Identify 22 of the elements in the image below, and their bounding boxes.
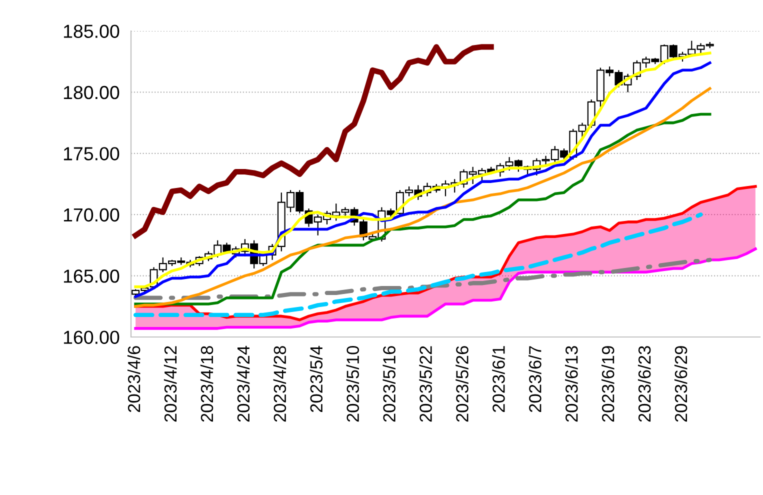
x-tick-label: 2023/6/13 — [565, 346, 578, 422]
x-tick-label: 2023/4/6 — [127, 346, 140, 412]
x-tick-label: 2023/5/10 — [346, 346, 359, 422]
x-tick-label: 2023/6/1 — [492, 346, 505, 412]
x-tick-label: 2023/4/24 — [236, 346, 250, 422]
x-tick-label: 2023/4/18 — [200, 346, 214, 422]
y-tick-label: 165.00 — [64, 270, 120, 283]
y-tick-label: 160.00 — [64, 330, 120, 344]
x-tick-label: 2023/5/4 — [310, 346, 323, 412]
x-tick-label: 2023/5/16 — [382, 346, 396, 422]
x-tick-label: 2023/6/19 — [601, 346, 614, 422]
x-tick-label: 2023/5/26 — [456, 346, 468, 422]
x-tick-label: 2023/6/23 — [638, 346, 651, 422]
x-tick-label: 2023/5/22 — [419, 346, 432, 422]
y-tick-label: 180.00 — [64, 86, 120, 100]
x-tick-label: 2023/4/12 — [164, 346, 177, 422]
x-tick-label: 2023/4/28 — [273, 346, 286, 422]
y-tick-label: 170.00 — [64, 208, 120, 222]
x-tick-label: 2023/6/29 — [674, 346, 688, 422]
x-tick-label: 2023/6/7 — [528, 346, 542, 412]
y-tick-label: 185.00 — [64, 24, 120, 38]
y-tick-label: 175.00 — [64, 147, 120, 160]
